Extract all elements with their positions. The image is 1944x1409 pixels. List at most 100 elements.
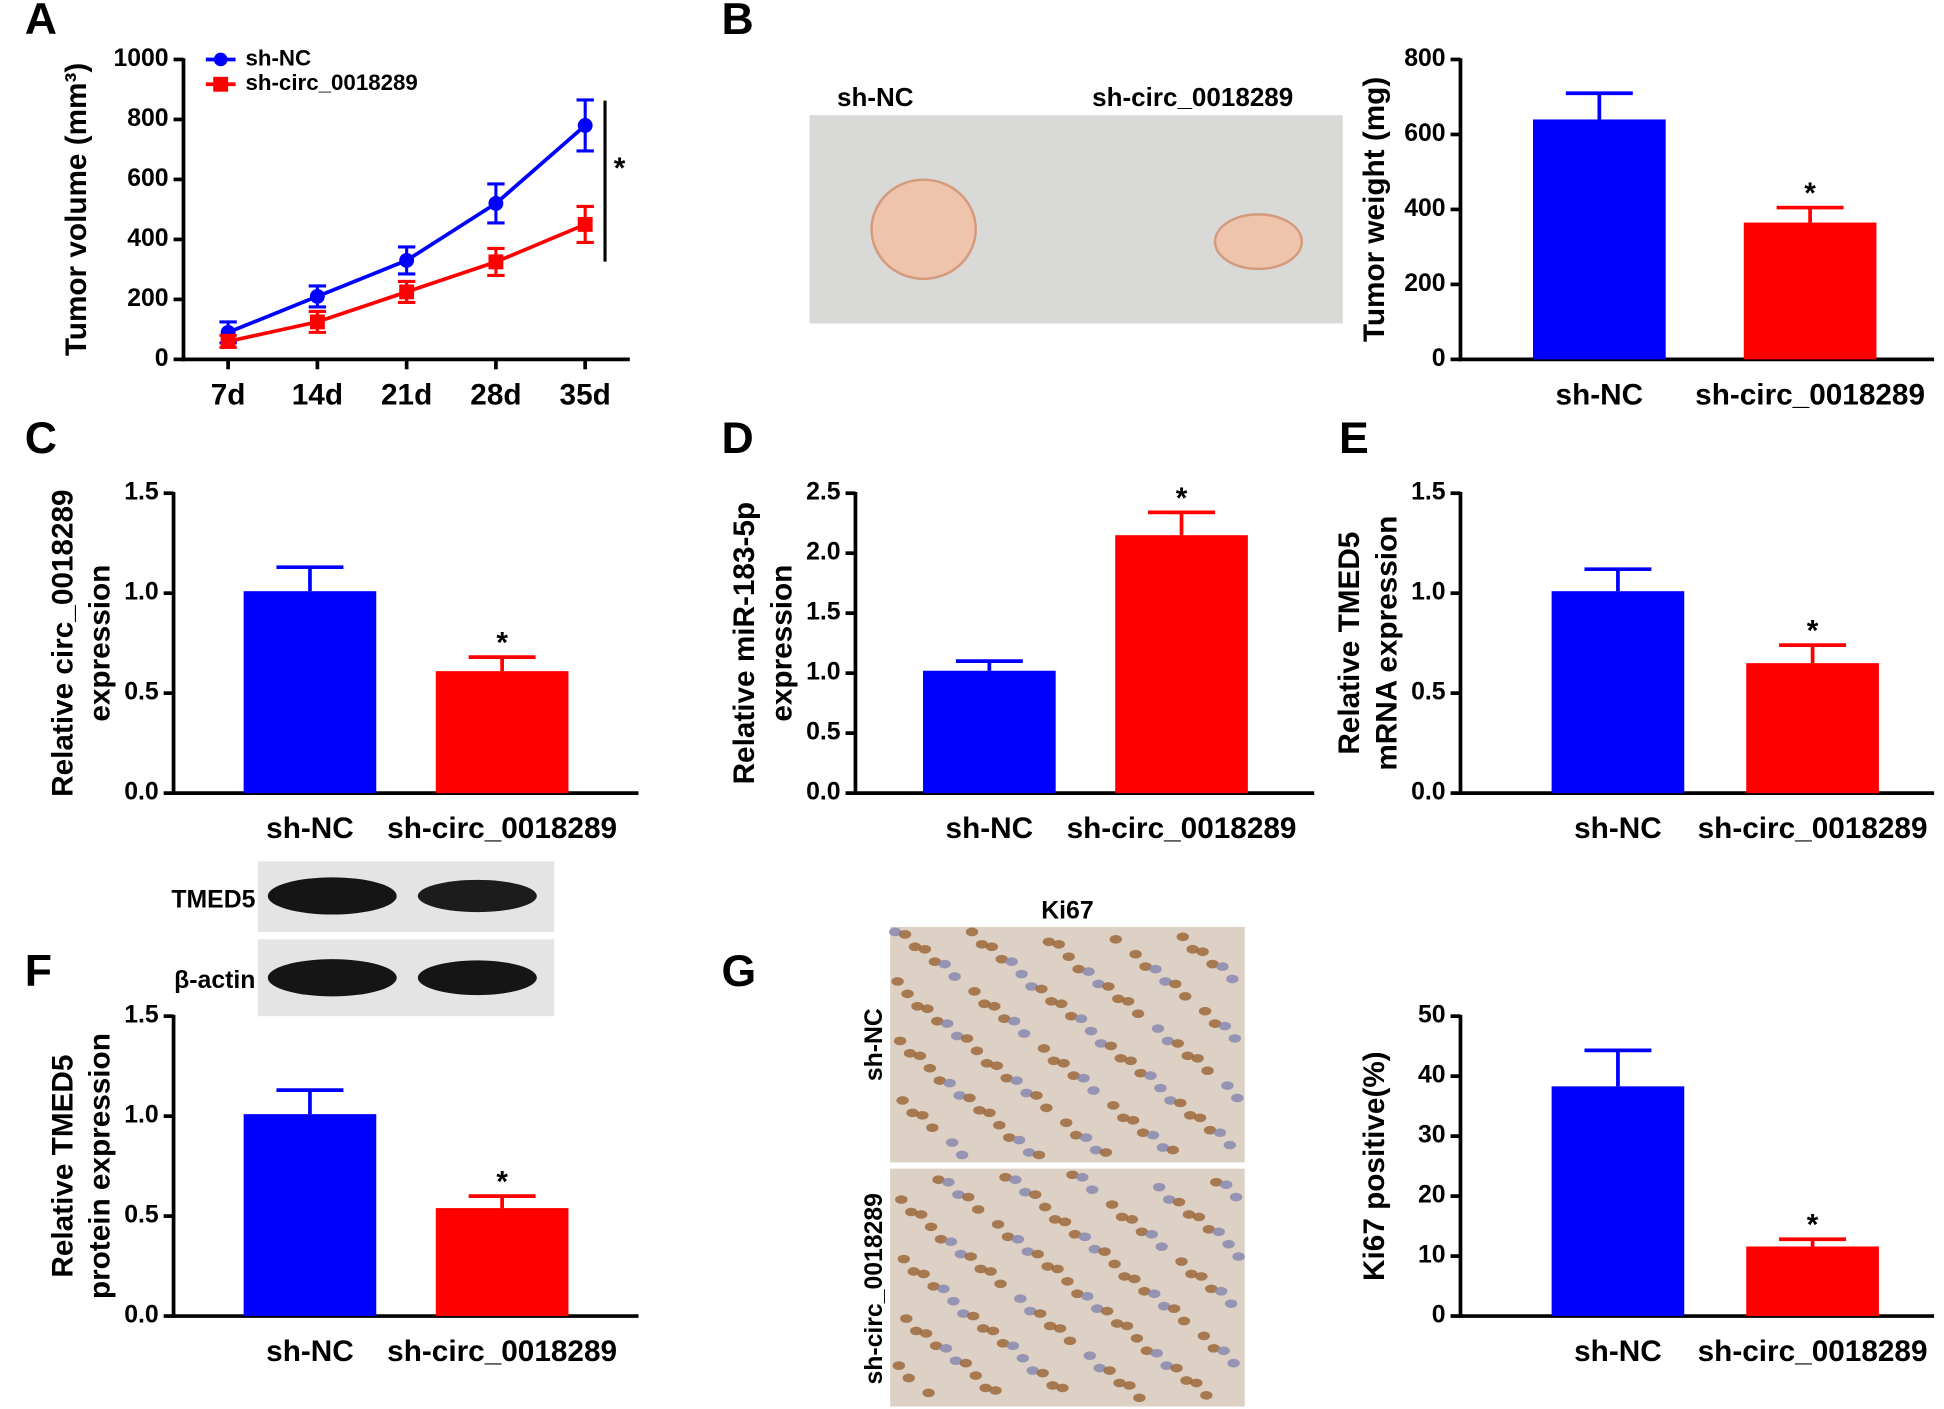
x-tick-label: sh-circ_0018289: [1698, 1335, 1928, 1368]
x-tick-label: sh-NC: [946, 812, 1034, 845]
y-tick-label: 0: [1432, 345, 1446, 372]
significance-label: *: [1807, 1209, 1819, 1242]
y-tick-label: 1.5: [806, 599, 841, 626]
y-axis-label: Relative circ_0018289: [46, 489, 79, 796]
annotation: *: [614, 152, 626, 185]
y-axis-label: protein expression: [84, 1033, 117, 1299]
bar: [1746, 1246, 1879, 1317]
bar: [243, 1114, 377, 1317]
y-tick-label: 0.5: [124, 679, 159, 706]
western-blot: [257, 861, 555, 1017]
panel: B 0 200 400 600 800 Tumor weight (mg) sh-NC sh-c…: [722, 0, 1935, 411]
y-axis-label: Relative TMED5: [1333, 532, 1366, 755]
x-tick-label: sh-NC: [266, 1335, 354, 1368]
y-tick-label: 0.5: [806, 719, 841, 746]
x-tick-label: 28d: [470, 378, 521, 411]
x-tick-label: sh-circ_0018289: [1695, 378, 1925, 411]
y-tick-label: 20: [1418, 1182, 1446, 1209]
blot-label: β-actin: [174, 967, 255, 994]
y-tick-label: 40: [1418, 1062, 1446, 1089]
bar: [1551, 591, 1685, 794]
error-bar: [1776, 205, 1844, 223]
x-tick-label: 7d: [211, 378, 246, 411]
error-bar: [1565, 91, 1633, 120]
x-tick-label: sh-NC: [266, 812, 354, 845]
panel-label: A: [25, 0, 57, 44]
y-tick-label: 50: [1418, 1002, 1446, 1029]
point: [309, 288, 325, 304]
x-tick-label: 35d: [560, 378, 611, 411]
y-tick-label: 0.0: [124, 1302, 158, 1329]
x-tick-label: 21d: [381, 378, 432, 411]
bar: [923, 670, 1056, 794]
y-tick-label: 400: [1404, 195, 1445, 222]
x-tick-label: sh-NC: [1556, 378, 1644, 411]
tumor-photo: [809, 115, 1343, 324]
point: [399, 284, 415, 300]
panel: C 0.0 0.5 1.0 1.5 Relative circ_0018289 expres…: [25, 414, 639, 845]
y-tick-label: 200: [127, 285, 168, 312]
y-tick-label: 0: [1432, 1302, 1446, 1329]
y-tick-label: 1.0: [124, 579, 158, 606]
legend-marker: [213, 76, 229, 92]
x-tick-label: sh-circ_0018289: [1067, 812, 1297, 845]
significance-label: *: [496, 1166, 508, 1199]
y-axis-label: Tumor volume (mm³): [60, 63, 93, 356]
y-tick-label: 1.0: [806, 659, 840, 686]
y-tick-label: 1.0: [124, 1102, 158, 1129]
point: [488, 254, 504, 270]
y-tick-label: 30: [1418, 1122, 1446, 1149]
legend-label: sh-circ_0018289: [245, 70, 417, 95]
ihc-images: [888, 926, 1245, 1407]
point: [577, 216, 593, 232]
y-axis-label: Relative TMED5: [46, 1055, 79, 1278]
blot-label: TMED5: [171, 886, 255, 913]
panel-label: G: [722, 947, 757, 996]
y-tick-label: 0.0: [1411, 779, 1445, 806]
point: [309, 314, 325, 330]
y-axis-label: mRNA expression: [1370, 516, 1403, 771]
y-axis-label: expression: [765, 565, 798, 722]
y-axis-label: Ki67 positive(%): [1358, 1051, 1391, 1281]
x-tick-label: sh-circ_0018289: [387, 812, 617, 845]
y-axis-label: Relative miR-183-5p: [728, 502, 761, 785]
panel-label: F: [25, 947, 52, 996]
bar: [243, 591, 377, 794]
error-bar: [1779, 643, 1847, 664]
panel: G 0 10 20 30 40 50 Ki67 positive(%) sh-NC sh-circ…: [722, 898, 1935, 1385]
error-bar: [468, 655, 536, 672]
panel-label: E: [1339, 414, 1369, 463]
bar: [435, 671, 569, 794]
point: [577, 118, 593, 133]
y-tick-label: 1.5: [124, 1002, 159, 1029]
y-tick-label: 0.5: [124, 1202, 159, 1229]
y-tick-label: 2.5: [806, 479, 841, 506]
significance-label: *: [1807, 615, 1819, 648]
point: [488, 195, 504, 211]
image-title: Ki67: [1041, 898, 1093, 925]
legend-label: sh-NC: [245, 45, 311, 70]
panel: E 0.0 0.5 1.0 1.5 Relative TMED5 mRNA expressi…: [1333, 414, 1935, 845]
significance-label: *: [1176, 482, 1188, 515]
bar: [435, 1208, 569, 1317]
image-label: sh-circ_0018289: [1092, 82, 1293, 112]
image-label: sh-NC: [861, 1008, 888, 1081]
error-bar: [468, 1194, 536, 1209]
y-tick-label: 400: [127, 225, 168, 252]
y-axis-label: expression: [84, 565, 117, 722]
bar: [1746, 663, 1879, 794]
y-tick-label: 0.5: [1411, 679, 1446, 706]
legend-marker: [213, 52, 228, 67]
error-bar: [1779, 1237, 1847, 1247]
bar: [1743, 222, 1877, 360]
y-tick-label: 0: [155, 345, 169, 372]
error-bar: [1148, 510, 1215, 536]
x-tick-label: 14d: [292, 378, 343, 411]
y-tick-label: 1000: [113, 45, 168, 72]
y-tick-label: 0.0: [124, 779, 158, 806]
x-tick-label: sh-circ_0018289: [387, 1335, 617, 1368]
significance-label: *: [1804, 177, 1816, 210]
x-tick-label: sh-NC: [1574, 812, 1662, 845]
panel-label: B: [722, 0, 754, 44]
panel-label: C: [25, 414, 57, 463]
